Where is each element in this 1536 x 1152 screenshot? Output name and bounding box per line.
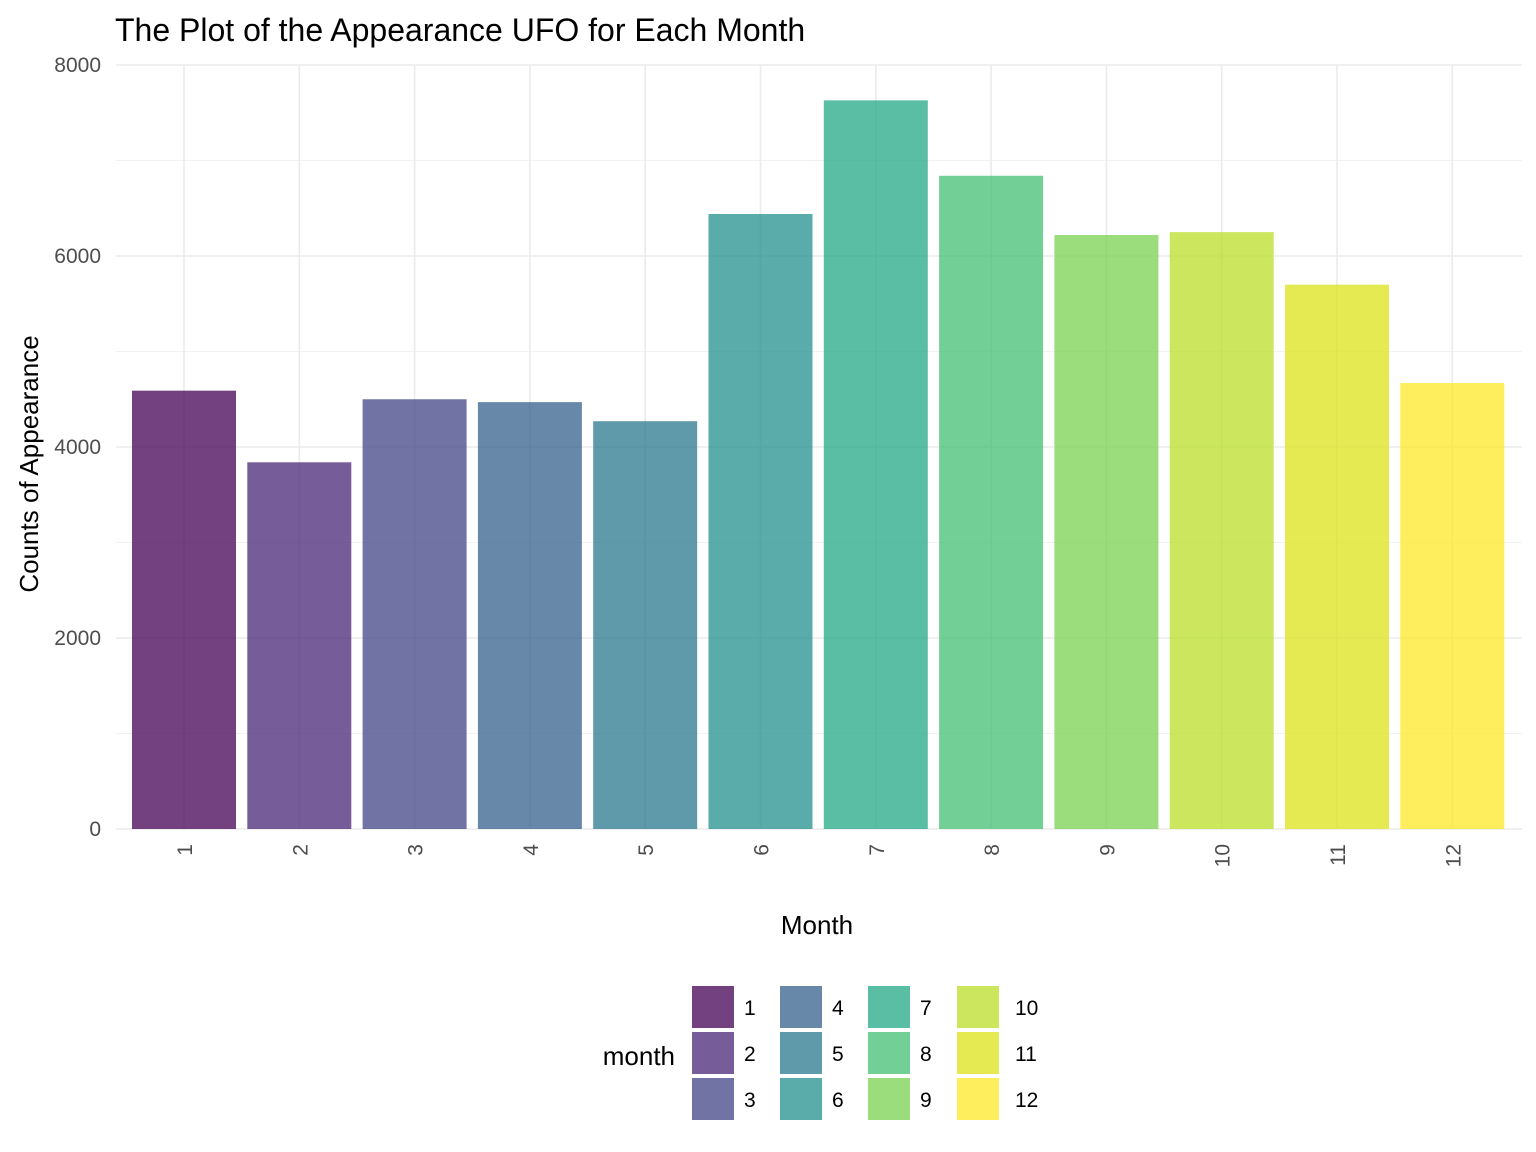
y-tick-label: 0 xyxy=(89,818,101,841)
x-axis-title: Month xyxy=(781,910,853,940)
legend-swatch-3 xyxy=(692,1078,734,1120)
legend-label-9: 9 xyxy=(920,1089,932,1112)
bar-month-1 xyxy=(132,390,236,829)
bar-month-8 xyxy=(939,175,1044,829)
bar-month-10 xyxy=(1169,232,1274,829)
legend-label-12: 12 xyxy=(1015,1089,1038,1112)
bar-month-9 xyxy=(1054,234,1159,830)
legend-label-1: 1 xyxy=(744,997,756,1020)
x-tick-label: 6 xyxy=(751,844,774,856)
y-tick-label: 4000 xyxy=(54,436,101,459)
y-axis-ticks: 0 2000 4000 6000 8000 xyxy=(54,54,101,841)
legend-swatch-1 xyxy=(692,986,734,1028)
legend-swatch-2 xyxy=(692,1032,734,1074)
legend-swatch-8 xyxy=(868,1032,910,1074)
x-tick-label: 3 xyxy=(405,844,428,856)
bar-month-6 xyxy=(708,213,813,830)
legend-swatch-9 xyxy=(868,1078,910,1120)
legend-title: month xyxy=(603,1041,675,1071)
legend-swatch-7 xyxy=(868,986,910,1028)
x-tick-label: 7 xyxy=(866,844,889,856)
x-axis-ticks: 1 2 3 4 5 6 7 8 9 10 11 12 xyxy=(174,844,1465,868)
legend-label-3: 3 xyxy=(744,1089,756,1112)
legend-label-11: 11 xyxy=(1015,1043,1037,1066)
legend-swatch-11 xyxy=(957,1032,999,1074)
bar-month-4 xyxy=(477,402,582,829)
x-tick-label: 4 xyxy=(520,844,543,856)
x-tick-label: 12 xyxy=(1442,844,1465,867)
bar-month-2 xyxy=(247,462,352,829)
legend-label-10: 10 xyxy=(1015,997,1038,1020)
legend-label-7: 7 xyxy=(920,997,932,1020)
x-tick-label: 1 xyxy=(174,844,197,856)
y-axis-title: Counts of Appearance xyxy=(14,335,44,592)
legend-swatch-12 xyxy=(957,1078,999,1120)
x-tick-label: 5 xyxy=(635,844,658,856)
legend-label-5: 5 xyxy=(832,1043,844,1066)
legend-swatch-4 xyxy=(780,986,822,1028)
legend-swatch-10 xyxy=(957,986,999,1028)
y-tick-label: 2000 xyxy=(54,627,101,650)
legend-label-6: 6 xyxy=(832,1089,844,1112)
x-tick-label: 11 xyxy=(1327,844,1350,866)
bar-month-5 xyxy=(593,421,698,829)
bars xyxy=(132,100,1505,830)
legend-label-8: 8 xyxy=(920,1043,932,1066)
x-tick-label: 8 xyxy=(981,844,1004,856)
bar-month-11 xyxy=(1285,284,1389,829)
x-tick-label: 2 xyxy=(289,844,312,856)
bar-month-12 xyxy=(1400,383,1505,829)
bar-month-3 xyxy=(362,399,467,829)
y-tick-label: 6000 xyxy=(54,245,101,268)
legend-label-4: 4 xyxy=(832,997,844,1020)
legend-swatch-5 xyxy=(780,1032,822,1074)
bar-month-7 xyxy=(823,100,928,829)
legend-label-2: 2 xyxy=(744,1043,756,1066)
chart-title: The Plot of the Appearance UFO for Each … xyxy=(115,12,805,48)
legend-swatch-6 xyxy=(780,1078,822,1120)
x-tick-label: 10 xyxy=(1212,844,1235,867)
y-tick-label: 8000 xyxy=(54,54,101,77)
x-tick-label: 9 xyxy=(1096,844,1119,856)
